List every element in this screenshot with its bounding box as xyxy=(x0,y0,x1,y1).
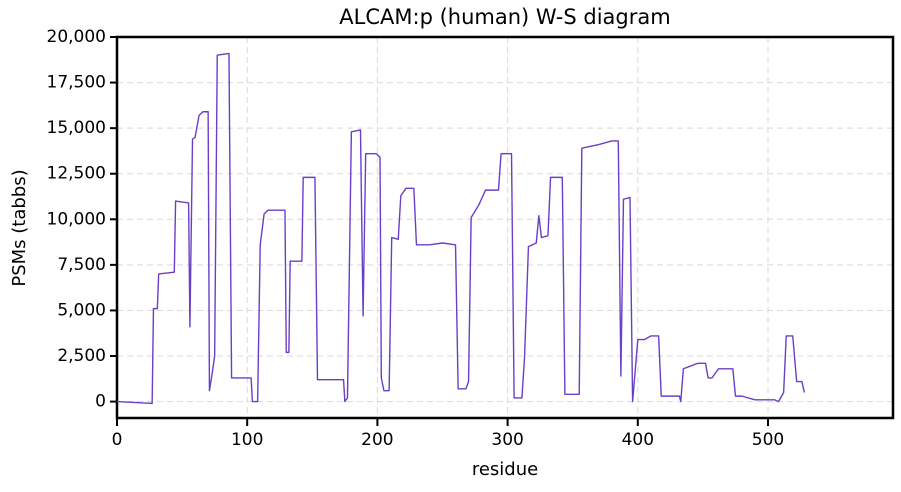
x-tick-label: 100 xyxy=(231,430,263,450)
y-tick-label: 0 xyxy=(95,392,106,412)
y-tick-label: 10,000 xyxy=(47,209,106,229)
y-tick-label: 5,000 xyxy=(57,300,106,320)
x-tick-label: 400 xyxy=(622,430,654,450)
x-axis-label: residue xyxy=(472,459,538,480)
plot-frame xyxy=(115,35,895,420)
x-tick-label: 500 xyxy=(752,430,784,450)
y-tick-label: 15,000 xyxy=(47,118,106,138)
y-tick-label: 2,500 xyxy=(57,346,106,366)
y-tick-label: 7,500 xyxy=(57,255,106,275)
y-tick-label: 17,500 xyxy=(47,73,106,93)
x-tick-label: 0 xyxy=(112,430,123,450)
chart-title: ALCAM:p (human) W-S diagram xyxy=(339,5,670,29)
data-line xyxy=(116,52,806,405)
y-tick-label: 20,000 xyxy=(47,27,106,47)
y-tick-label: 12,500 xyxy=(47,164,106,184)
y-axis-label: PSMs (tabbs) xyxy=(9,169,30,286)
x-tick-label: 200 xyxy=(361,430,393,450)
x-tick-label: 300 xyxy=(491,430,523,450)
